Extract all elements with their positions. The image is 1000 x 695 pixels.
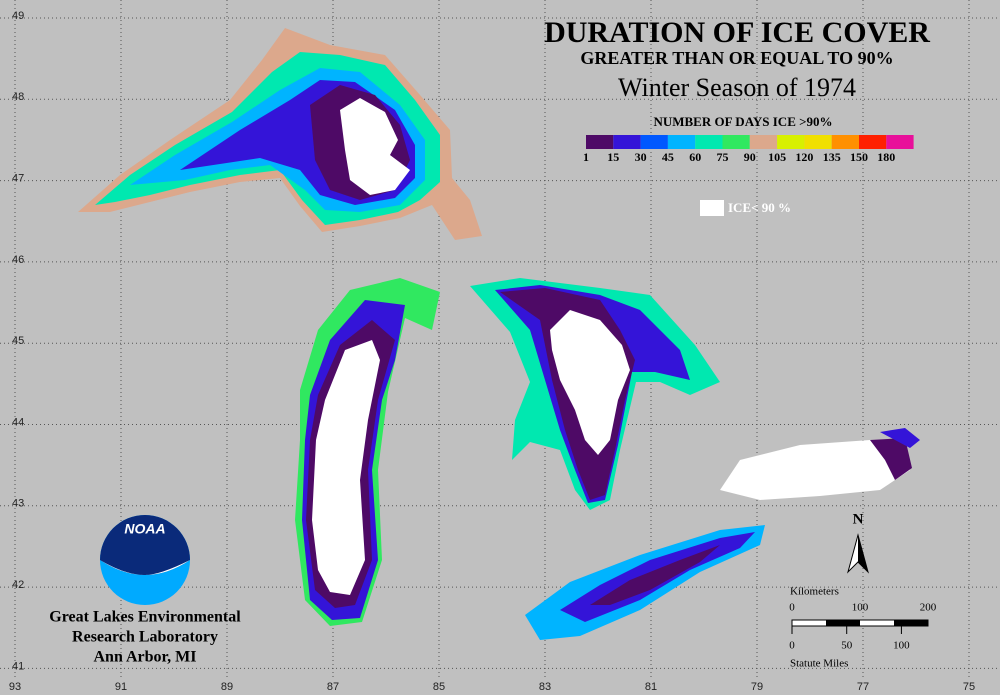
lon-label: 89 — [221, 681, 233, 693]
lab-line: Great Lakes Environmental — [49, 609, 241, 626]
noaa-logo: NOAA — [100, 515, 190, 605]
legend-swatch — [586, 135, 614, 149]
legend-label: 135 — [823, 150, 841, 164]
legend-label: 120 — [795, 150, 813, 164]
legend-label: 30 — [635, 150, 647, 164]
mi-label: 0 — [789, 640, 795, 652]
legend-swatch — [804, 135, 832, 149]
north-arrow-shade — [858, 535, 868, 572]
lat-label: 49 — [12, 10, 24, 22]
lat-label: 42 — [12, 579, 24, 591]
lon-label: 87 — [327, 681, 339, 693]
lat-label: 45 — [12, 335, 24, 347]
legend-swatch — [859, 135, 887, 149]
km-title: Kilometers — [790, 586, 839, 598]
legend-label: 75 — [717, 150, 729, 164]
lon-label: 83 — [539, 681, 551, 693]
legend-label: 150 — [850, 150, 868, 164]
km-label: 200 — [920, 602, 937, 614]
scale-segment — [826, 620, 860, 626]
scale-bar: 0 100 200 0 50 100 — [789, 602, 937, 652]
legend-swatch — [722, 135, 750, 149]
lat-label: 43 — [12, 498, 24, 510]
mi-title: Statute Miles — [790, 658, 848, 670]
white-swatch — [700, 200, 724, 216]
legend-label: 1 — [583, 150, 589, 164]
lon-label: 93 — [9, 681, 21, 693]
lat-label: 41 — [12, 660, 24, 672]
legend-swatch — [749, 135, 778, 149]
lat-label: 48 — [12, 91, 24, 103]
legend-label: 90 — [744, 150, 756, 164]
legend-swatch — [667, 135, 696, 149]
legend-label: 180 — [877, 150, 895, 164]
lake-ontario — [720, 428, 920, 500]
legend-swatch — [640, 135, 668, 149]
legend-label: 60 — [689, 150, 701, 164]
lake-superior — [78, 28, 482, 240]
legend-title: NUMBER OF DAYS ICE >90% — [653, 114, 832, 129]
legend: 1 15 30 45 60 75 90 105 120 135 150 180 — [583, 135, 914, 164]
lon-label: 81 — [645, 681, 657, 693]
scale-segment — [894, 620, 928, 626]
lon-label: 79 — [751, 681, 763, 693]
legend-label: 105 — [768, 150, 786, 164]
lab-line: Research Laboratory — [72, 629, 218, 646]
lab-line: Ann Arbor, MI — [94, 649, 197, 666]
lat-label: 44 — [12, 416, 24, 428]
km-label: 100 — [852, 602, 869, 614]
legend-label: 45 — [662, 150, 674, 164]
mi-label: 50 — [841, 640, 853, 652]
logo-text: NOAA — [124, 521, 165, 537]
legend-label: 15 — [607, 150, 619, 164]
lake-erie — [525, 525, 765, 640]
legend-swatch — [777, 135, 805, 149]
lake-huron — [470, 278, 720, 510]
lat-label: 47 — [12, 173, 24, 185]
legend-swatch — [613, 135, 641, 149]
legend-swatch — [886, 135, 914, 149]
km-label: 0 — [789, 602, 795, 614]
title: DURATION OF ICE COVER — [544, 16, 930, 49]
subtitle: GREATER THAN OR EQUAL TO 90% — [580, 48, 893, 68]
lake-michigan — [295, 278, 440, 626]
mi-label: 100 — [893, 640, 910, 652]
lon-label: 75 — [963, 681, 975, 693]
lon-label: 85 — [433, 681, 445, 693]
legend-swatch — [695, 135, 723, 149]
lon-label: 91 — [115, 681, 127, 693]
lat-label: 46 — [12, 254, 24, 266]
season: Winter Season of 1974 — [618, 73, 856, 102]
north-label: N — [853, 511, 864, 527]
lon-label: 77 — [857, 681, 869, 693]
legend-swatch — [831, 135, 859, 149]
white-label: ICE< 90 % — [728, 200, 791, 215]
